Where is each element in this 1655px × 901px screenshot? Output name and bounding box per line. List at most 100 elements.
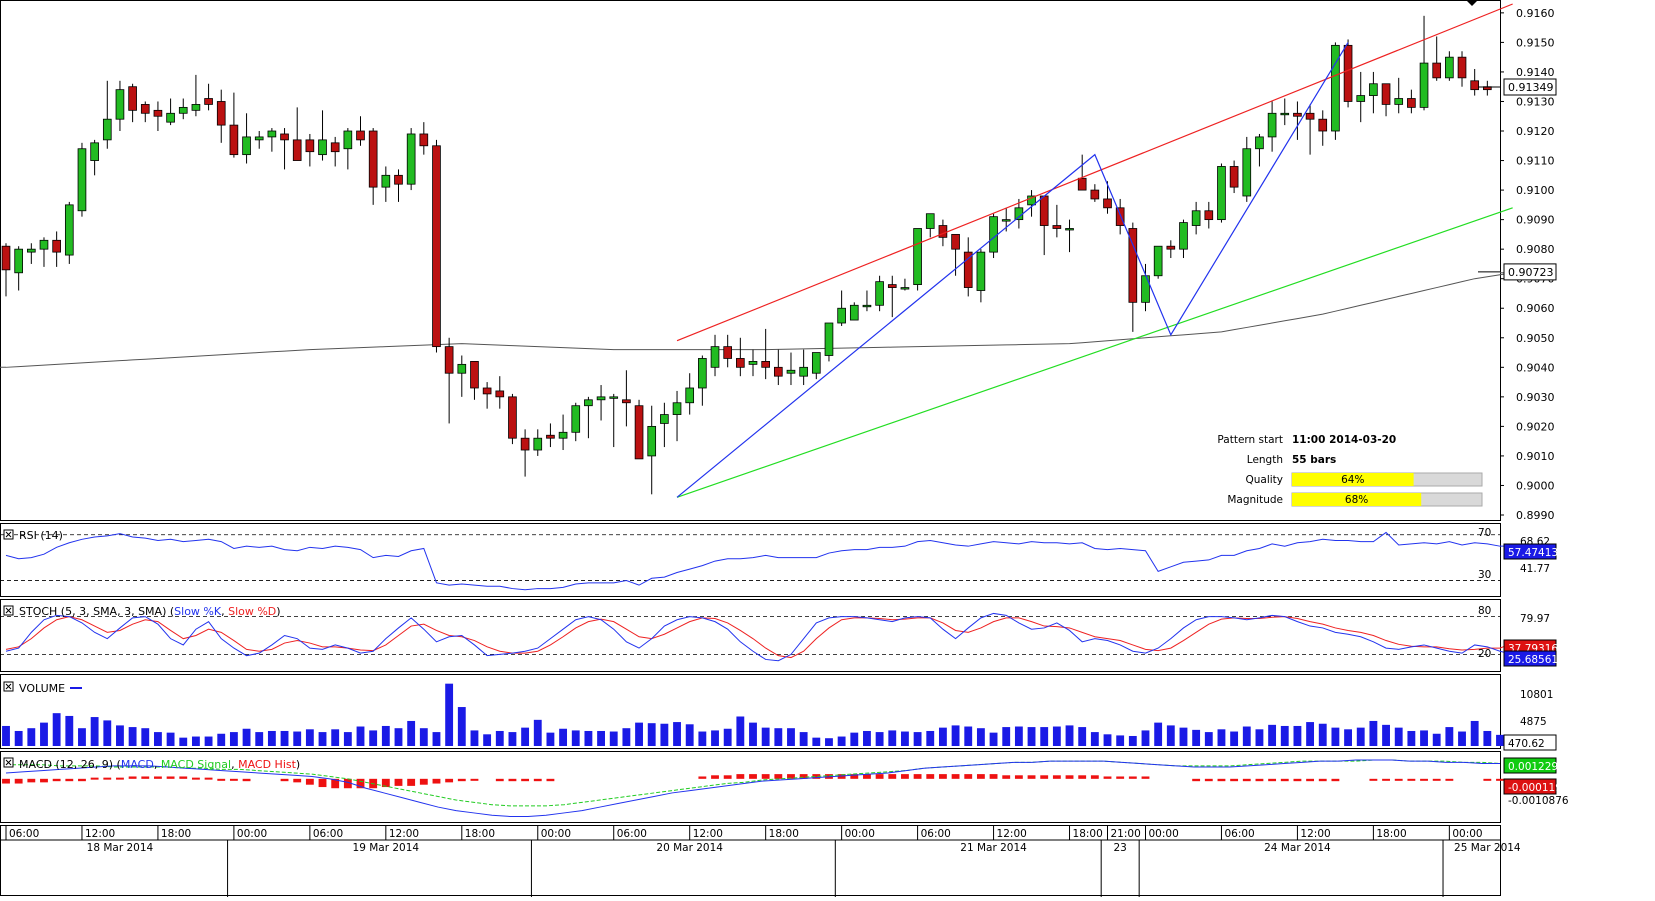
volume-bar	[571, 730, 580, 746]
candle-body	[1280, 112, 1290, 116]
macd-hist-bar	[217, 778, 226, 781]
macd-hist-bar	[723, 775, 732, 779]
info-bar-value: 68%	[1345, 494, 1368, 506]
macd-hist-label: MACD Hist	[238, 758, 297, 771]
macd-hist-bar	[280, 778, 289, 782]
volume-bar	[901, 731, 909, 746]
info-label: Length	[1247, 454, 1283, 466]
macd-hist-bar	[521, 778, 530, 782]
price-tick-label: 0.9150	[1516, 36, 1555, 49]
price-tick-label: 0.9080	[1516, 243, 1555, 256]
macd-hist-bar	[913, 774, 922, 779]
volume-bar	[546, 732, 555, 746]
macd-hist-bar	[141, 776, 150, 779]
volume-bar	[938, 727, 947, 746]
volume-bar	[698, 731, 707, 746]
stoch-level-low: 20	[1478, 648, 1491, 660]
candle	[875, 275, 884, 312]
volume-bar	[1040, 727, 1049, 746]
macd-close: )	[296, 758, 300, 771]
candle	[963, 237, 973, 297]
candle-body	[280, 133, 289, 141]
candle-body	[77, 148, 87, 212]
ma-line	[0, 272, 1513, 368]
candle-body	[1204, 210, 1214, 221]
volume-bar	[331, 729, 340, 746]
candle-body	[786, 369, 796, 374]
candle	[1229, 160, 1239, 194]
candle-body	[571, 405, 581, 433]
macd-hist-bar	[1002, 775, 1011, 779]
candle-body	[925, 213, 935, 229]
candle	[1217, 163, 1226, 223]
ma-value-label: 0.90723	[1508, 266, 1554, 279]
candle-body	[1001, 219, 1011, 222]
macd-hist-bar	[1496, 778, 1504, 781]
volume-bar	[597, 730, 605, 746]
macd-hist-bar	[1382, 778, 1390, 781]
candle	[470, 361, 479, 400]
candle	[64, 201, 74, 264]
candle	[900, 278, 910, 291]
stoch-title: STOCH (5, 3, SMA, 3, SMA) (Slow %K, Slow…	[19, 605, 281, 618]
macd-hist-bar	[508, 778, 517, 782]
rsi-level-low: 30	[1478, 569, 1491, 581]
macd-hist-bar	[989, 774, 998, 779]
candle-body	[419, 133, 429, 147]
candle	[1027, 190, 1036, 217]
candle-body	[128, 86, 137, 111]
macd-hist-bar	[1255, 778, 1264, 782]
candle	[786, 352, 796, 386]
macd-signal-line	[6, 759, 1501, 807]
macd-hist-bar	[1204, 778, 1213, 782]
candle-body	[102, 118, 112, 141]
volume-bar	[1103, 734, 1112, 746]
price-tick-label: 0.9160	[1516, 7, 1555, 20]
candle-body	[1432, 62, 1442, 79]
time-tick-label: 12:00	[1300, 828, 1330, 840]
candle	[39, 237, 49, 267]
stoch-k-label: Slow %K	[174, 605, 222, 618]
candle-body	[660, 414, 669, 424]
candle-body	[1090, 189, 1100, 200]
panel-frame-vol	[0, 674, 1501, 749]
date-label: 25 Mar 2014	[1454, 842, 1521, 854]
candle-body	[1305, 112, 1315, 120]
volume-bar	[318, 732, 327, 746]
candle	[368, 128, 378, 205]
volume-bar	[1217, 729, 1226, 746]
candle-body	[1191, 210, 1201, 226]
volume-bar	[711, 730, 719, 746]
volume-bar	[1496, 734, 1504, 746]
volume-bar	[166, 732, 175, 746]
macd-hist-bar	[1293, 778, 1302, 782]
candle	[1419, 15, 1429, 111]
volume-bar	[863, 730, 871, 746]
macd-current-box	[1503, 757, 1557, 774]
rsi-level-mid2: 41.77	[1520, 563, 1550, 575]
volume-bar	[1192, 729, 1201, 746]
candle	[1343, 39, 1353, 108]
volume-bar	[1445, 727, 1454, 746]
candle	[1470, 68, 1480, 96]
candle	[1255, 133, 1264, 167]
stoch-d-line	[5, 616, 1513, 659]
candle-body	[26, 248, 36, 253]
time-tick-label: 18:00	[769, 828, 799, 840]
candle-body	[39, 239, 49, 250]
price-tick-label: 0.9000	[1516, 479, 1555, 492]
candle	[1179, 219, 1188, 259]
candle	[761, 328, 770, 380]
candle-body	[837, 307, 846, 324]
time-tick-label: 00:00	[237, 828, 267, 840]
candle-body	[710, 346, 720, 368]
macd-hist-bar	[1090, 775, 1099, 779]
candle	[292, 107, 302, 161]
candle	[1191, 201, 1201, 235]
candle	[102, 80, 112, 149]
candle-body	[216, 101, 226, 126]
volume-bar	[90, 717, 99, 746]
price-tick-label: 0.9050	[1516, 332, 1555, 345]
volume-bar	[1318, 723, 1327, 746]
candle-body	[1229, 166, 1239, 188]
